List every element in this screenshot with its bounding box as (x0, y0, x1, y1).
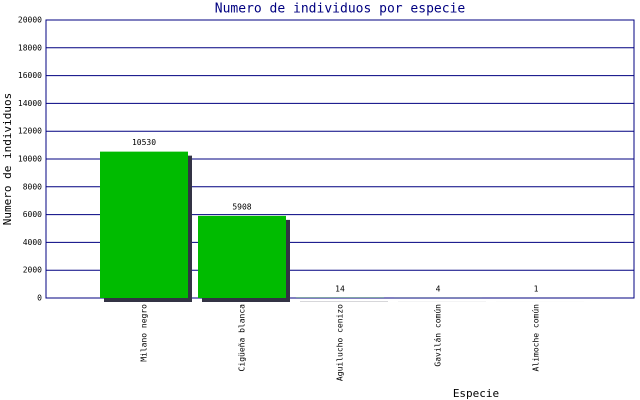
y-tick-label: 14000 (18, 99, 42, 108)
y-tick-label: 8000 (23, 182, 42, 191)
value-label: 10530 (132, 138, 156, 147)
chart-title: Numero de individuos por especie (215, 2, 466, 17)
bar (198, 215, 286, 298)
x-tick-label: Aguilucho cenizo (336, 304, 345, 381)
y-tick-label: 12000 (18, 127, 42, 136)
y-tick-label: 2000 (23, 266, 42, 275)
y-tick-label: 20000 (18, 16, 42, 25)
x-tick-label: Alimoche común (532, 304, 541, 372)
y-axis-label: Numero de individuos (1, 93, 14, 225)
bar (100, 151, 188, 298)
value-label: 4 (436, 284, 441, 293)
x-tick-label: Milano negro (140, 304, 149, 362)
y-tick-label: 10000 (18, 155, 42, 164)
y-tick-label: 16000 (18, 71, 42, 80)
y-tick-label: 0 (37, 294, 42, 303)
y-tick-label: 6000 (23, 210, 42, 219)
x-tick-label: Cigüeña blanca (238, 304, 247, 372)
y-tick-label: 4000 (23, 238, 42, 247)
value-label: 1 (534, 284, 539, 293)
value-label: 5908 (232, 202, 251, 211)
x-axis-label: Especie (453, 387, 499, 400)
value-label: 14 (335, 284, 345, 293)
x-tick-label: Gavilán común (434, 304, 443, 367)
y-tick-label: 18000 (18, 43, 42, 52)
